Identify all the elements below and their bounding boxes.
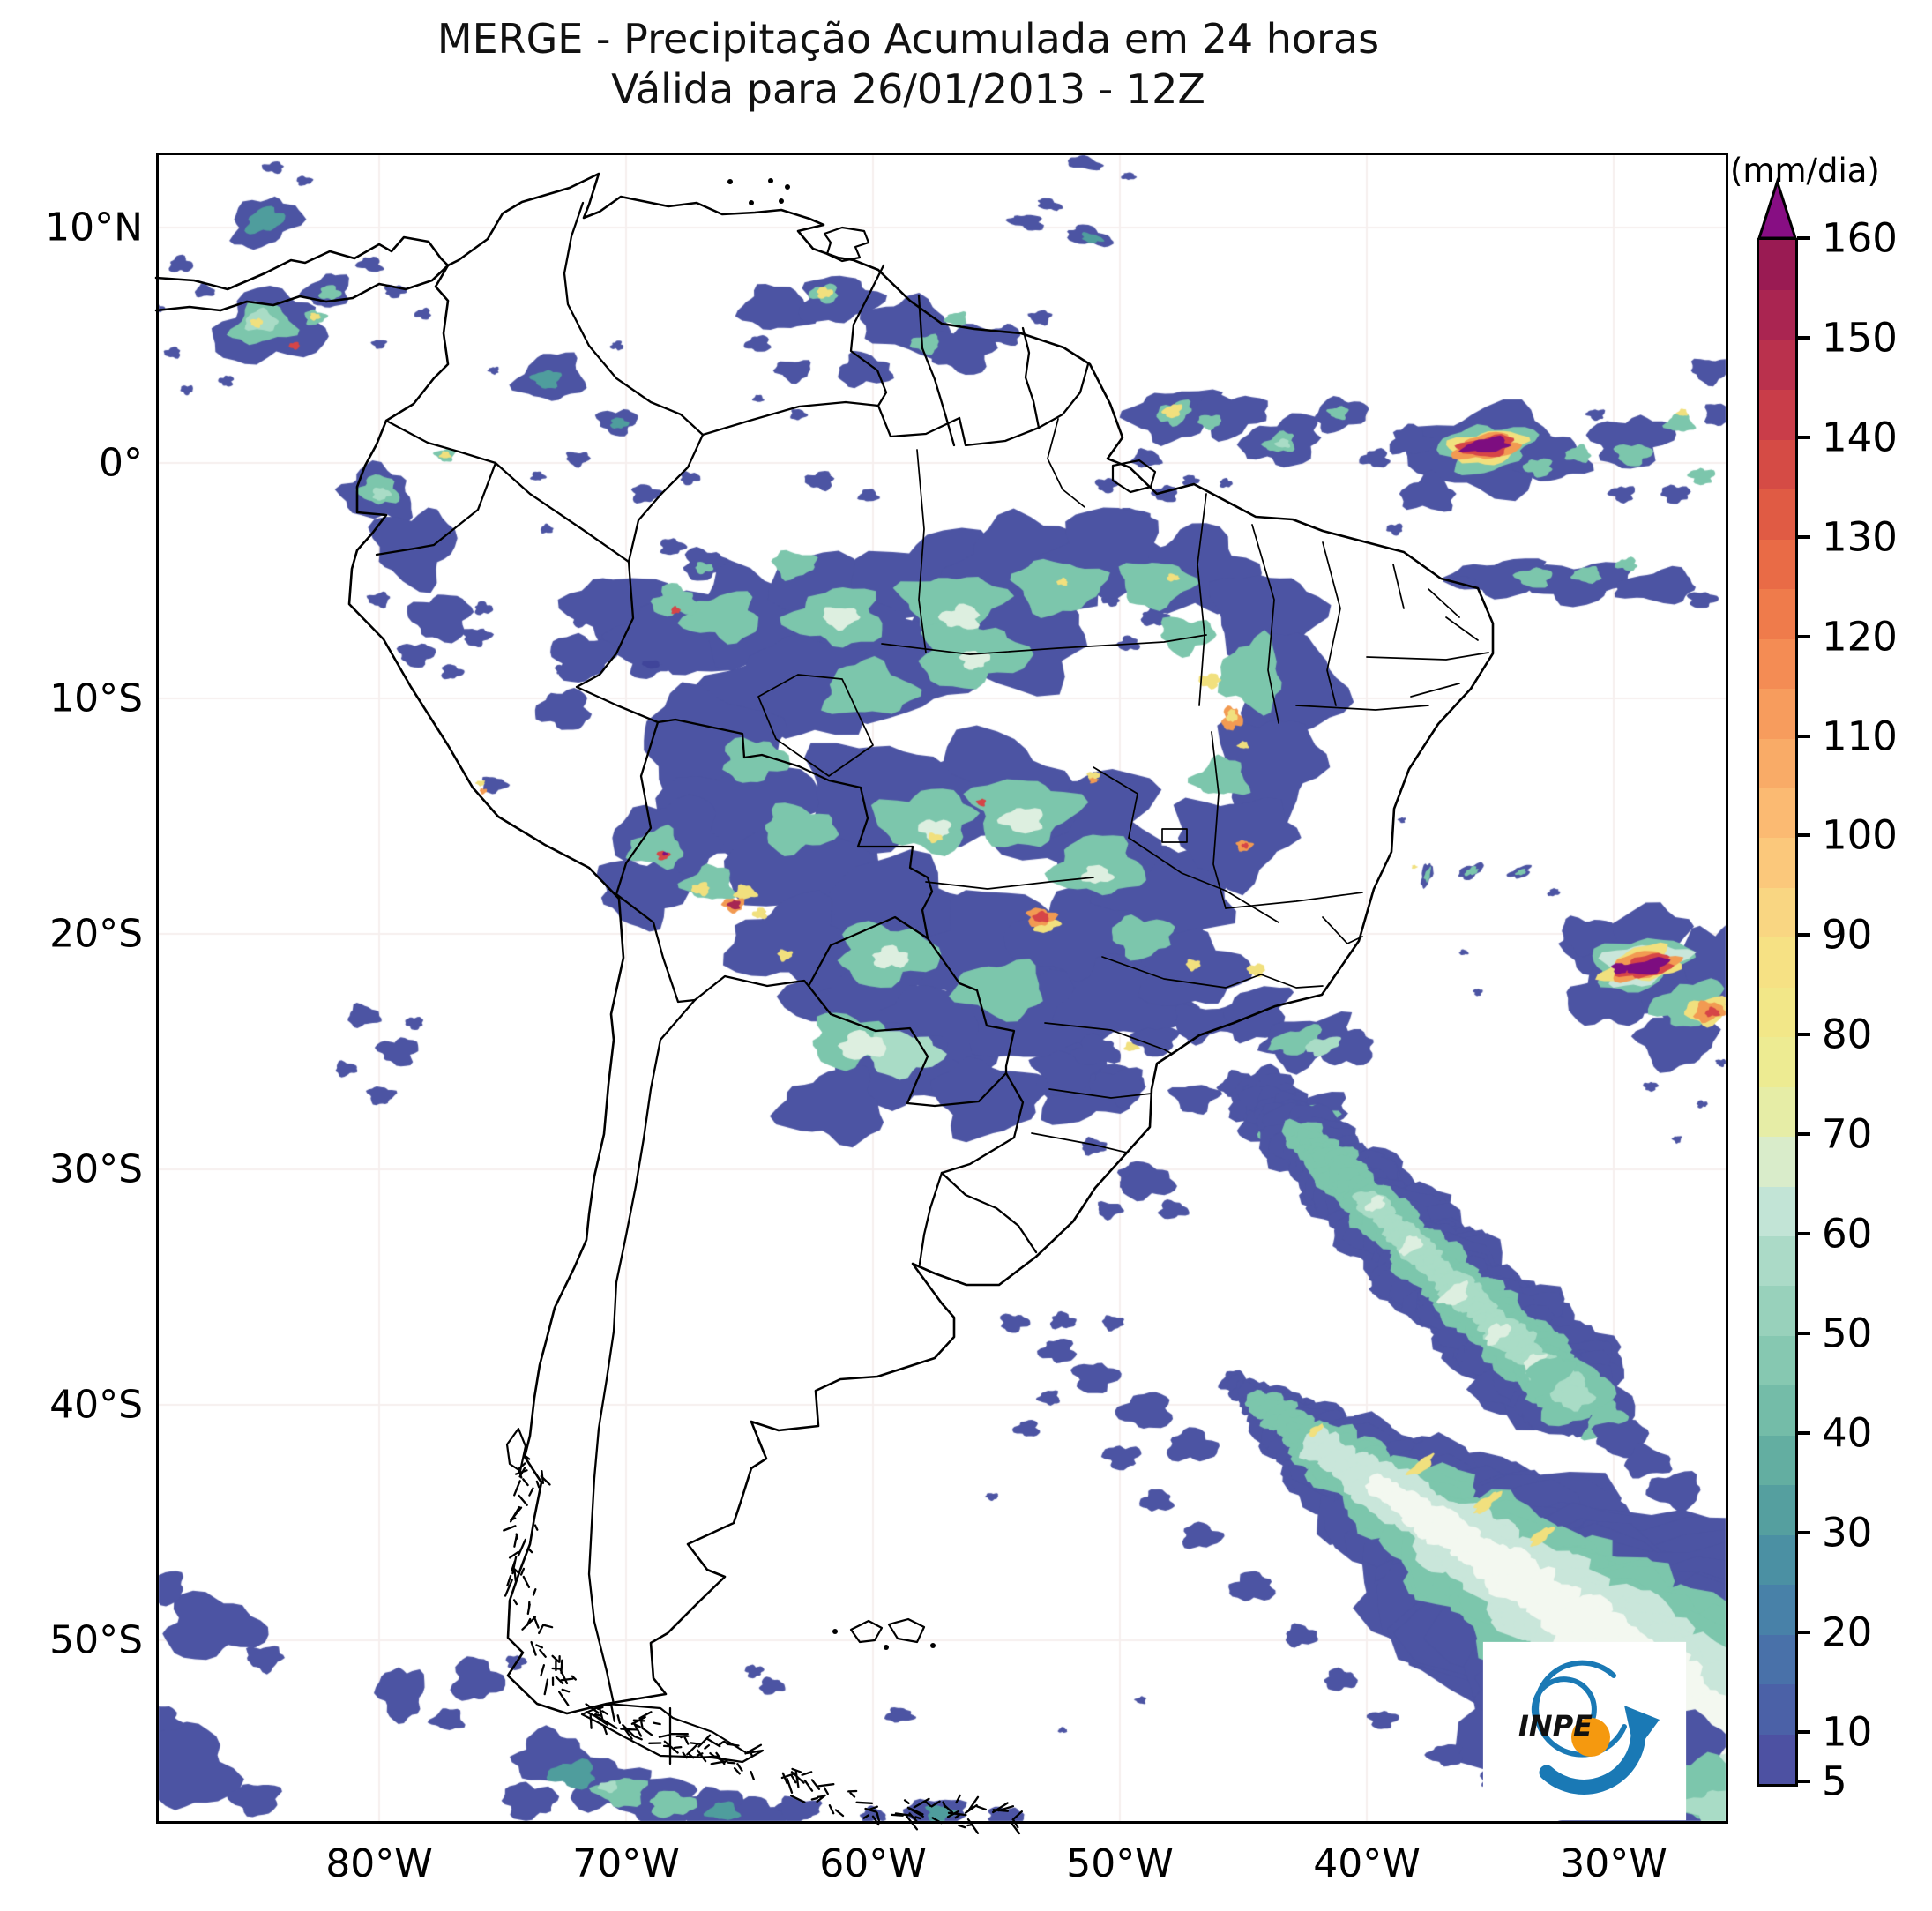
lat-tick-label: 10°N [45,205,143,250]
colorbar-tick-label: 40 [1822,1409,1873,1457]
lat-tick-label: 0° [99,440,143,486]
colorbar-segment-50 [1759,1285,1795,1336]
colorbar-tick-mark [1797,933,1810,937]
lon-tick-label: 70°W [572,1841,680,1886]
inpe-logo: INPE [1518,1660,1660,1795]
colorbar-segment-125 [1759,539,1795,590]
lon-tick-label: 40°W [1313,1841,1421,1886]
lat-tick-label: 40°S [49,1382,143,1428]
colorbar-tick-label: 20 [1822,1609,1873,1656]
colorbar-tick-mark [1797,1033,1810,1037]
colorbar-segment-130 [1759,489,1795,540]
colorbar-segment-80 [1759,987,1795,1038]
colorbar-segment-35 [1759,1435,1795,1486]
colorbar-tick-mark [1797,1729,1810,1734]
colorbar-tick-mark [1797,335,1810,340]
colorbar-tick-label: 50 [1822,1310,1873,1357]
colorbar-tick-mark [1797,1132,1810,1137]
logo-orange-dot [1571,1718,1610,1757]
colorbar-segment-90 [1759,887,1795,938]
colorbar-tick-mark [1797,1331,1810,1335]
colorbar-segment-70 [1759,1086,1795,1138]
colorbar-tick-mark [1797,1232,1810,1236]
colorbar-segment-140 [1759,389,1795,440]
colorbar-tick-label: 130 [1822,513,1898,561]
title-line-2: Válida para 26/01/2013 - 12Z [611,65,1205,113]
colorbar-tick-label: 30 [1822,1509,1873,1556]
colorbar-tick-label: 5 [1822,1758,1847,1805]
colorbar-segment-5 [1759,1733,1795,1784]
colorbar-tick-mark [1797,1780,1810,1783]
colorbar-segment-110 [1759,688,1795,739]
colorbar-segment-25 [1759,1534,1795,1586]
colorbar-tick-mark [1797,534,1810,539]
colorbar-tick-mark [1797,734,1810,738]
logo-arrowhead [1624,1706,1660,1753]
colorbar-tick-label: 120 [1822,613,1898,661]
lon-tick-label: 50°W [1066,1841,1174,1886]
colorbar-tick-mark [1797,833,1810,838]
colorbar-tick-label: 160 [1822,214,1898,262]
colorbar-segment-30 [1759,1484,1795,1535]
logo-inpe-text: INPE [1518,1709,1593,1743]
colorbar-segment-95 [1759,837,1795,888]
colorbar-tick-label: 70 [1822,1110,1873,1158]
title-line-1: MERGE - Precipitação Acumulada em 24 hor… [436,15,1380,63]
colorbar-units-label: (mm/dia) [1730,152,1880,190]
colorbar-tick-mark [1797,1630,1810,1634]
colorbar-tick-mark [1797,1430,1810,1435]
lon-tick-label: 80°W [325,1841,433,1886]
colorbar-segment-60 [1759,1185,1795,1237]
logo-swirl-inner [1531,1676,1597,1731]
inpe-logo-box: INPE [1483,1642,1686,1820]
colorbar-segment-105 [1759,737,1795,788]
colorbar-segment-75 [1759,1036,1795,1087]
colorbar-segment-15 [1759,1633,1795,1685]
colorbar-tick-label: 60 [1822,1210,1873,1258]
colorbar-segment-155 [1759,240,1795,291]
colorbar-segment-55 [1759,1235,1795,1287]
colorbar-tick-mark [1797,1530,1810,1534]
lat-tick-label: 20°S [49,911,143,957]
colorbar-tick-label: 110 [1822,713,1898,760]
colorbar [1757,238,1798,1787]
lat-tick-label: 10°S [49,676,143,721]
colorbar-segment-10 [1759,1683,1795,1735]
lat-tick-label: 50°S [49,1617,143,1663]
figure-title: MERGE - Precipitação Acumulada em 24 hor… [203,14,1614,115]
lon-tick-label: 60°W [819,1841,927,1886]
colorbar-tick-label: 10 [1822,1708,1873,1756]
colorbar-segment-40 [1759,1385,1795,1436]
colorbar-tick-label: 100 [1822,811,1898,859]
colorbar-tick-label: 150 [1822,314,1898,362]
colorbar-segment-85 [1759,937,1795,988]
colorbar-tick-label: 80 [1822,1011,1873,1058]
colorbar-tick-mark [1797,435,1810,439]
colorbar-segment-115 [1759,638,1795,690]
colorbar-tick-mark [1797,634,1810,638]
colorbar-tick-label: 90 [1822,911,1873,959]
colorbar-segment-145 [1759,340,1795,391]
colorbar-segment-45 [1759,1335,1795,1386]
lat-tick-label: 30°S [49,1146,143,1192]
colorbar-tick-label: 140 [1822,414,1898,461]
colorbar-segment-20 [1759,1584,1795,1635]
colorbar-segment-100 [1759,788,1795,839]
colorbar-tick-mark [1797,236,1810,240]
lon-tick-label: 30°W [1560,1841,1667,1886]
colorbar-segment-120 [1759,588,1795,639]
colorbar-segment-135 [1759,439,1795,490]
colorbar-segment-65 [1759,1136,1795,1187]
colorbar-segment-150 [1759,289,1795,340]
